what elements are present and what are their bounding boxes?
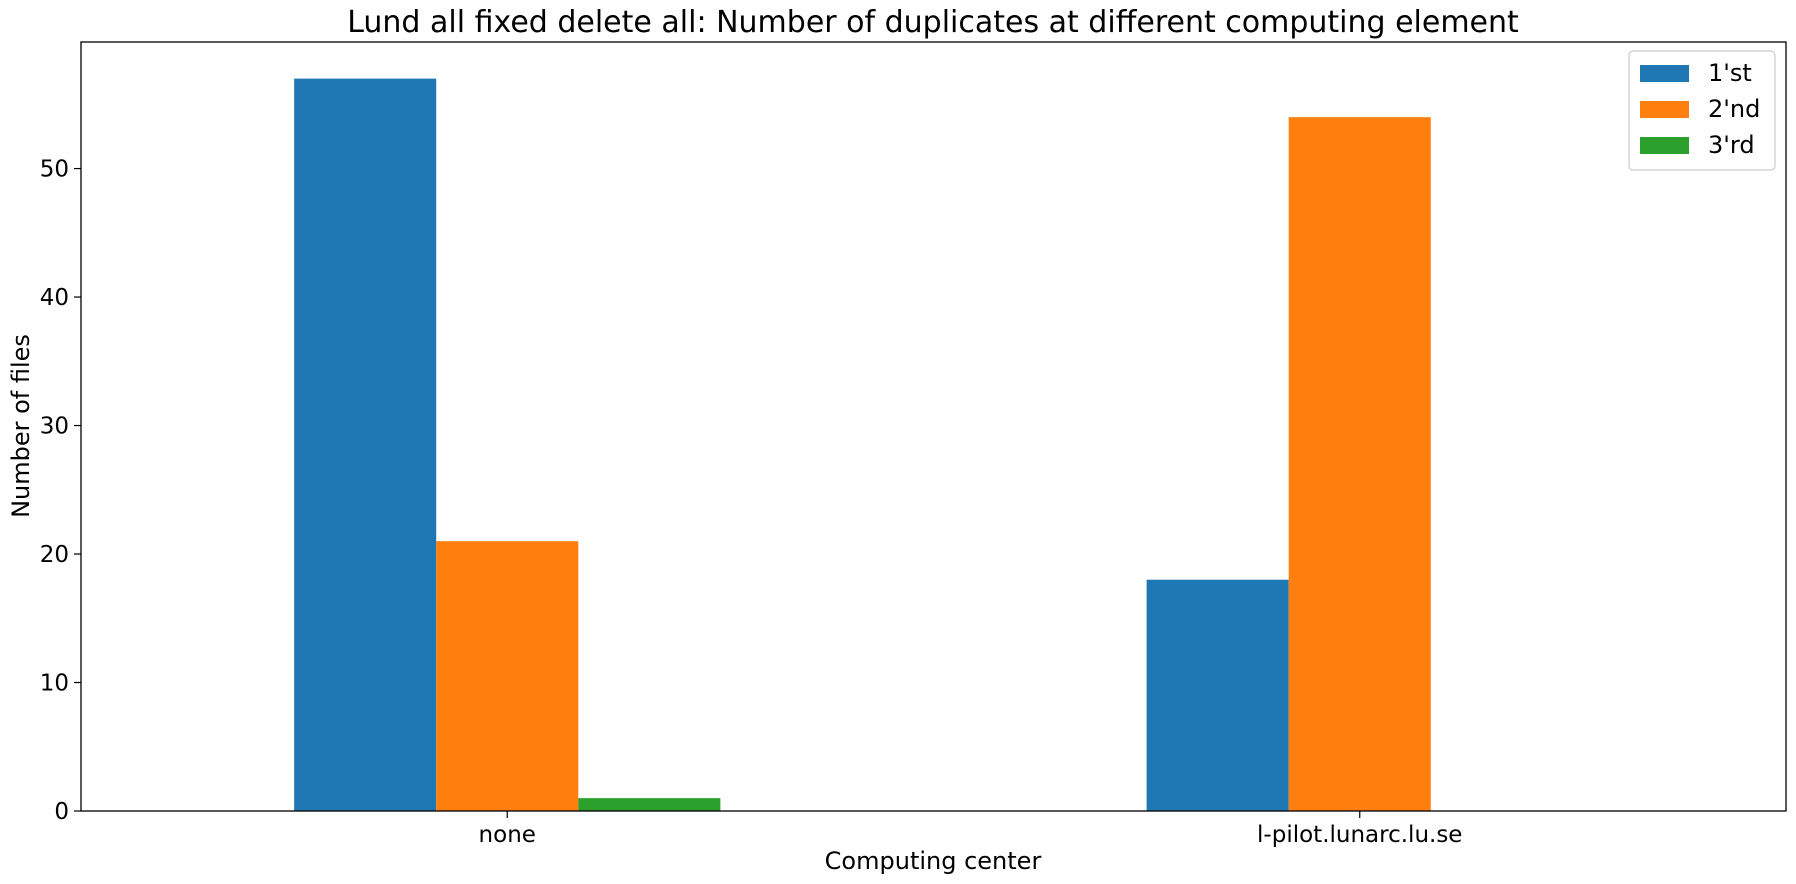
y-tick-label: 0 (54, 799, 69, 825)
legend-swatch (1640, 101, 1689, 118)
legend-swatch (1640, 137, 1689, 154)
legend-label: 1'st (1708, 59, 1752, 87)
bar (436, 541, 579, 811)
y-tick-label: 30 (40, 414, 69, 440)
y-tick-label: 10 (40, 671, 69, 697)
legend: 1'st 2'nd 3'rd (1628, 50, 1776, 171)
x-axis-ticks: none l-pilot.lunarc.lu.se (479, 811, 1462, 848)
x-axis-label: Computing center (825, 847, 1042, 875)
bar (578, 798, 721, 811)
y-axis-label: Number of files (7, 334, 35, 518)
bar (294, 78, 437, 812)
legend-label: 3'rd (1708, 131, 1755, 159)
x-tick-label: l-pilot.lunarc.lu.se (1257, 822, 1462, 848)
y-tick-label: 50 (40, 157, 69, 183)
y-tick-label: 20 (40, 542, 69, 568)
legend-label: 2'nd (1708, 95, 1760, 123)
legend-swatch (1640, 65, 1689, 82)
bars-group (294, 78, 1431, 812)
bar (1288, 117, 1431, 812)
chart-title: Lund all fixed delete all: Number of dup… (347, 5, 1519, 40)
y-axis-ticks: 0 10 20 30 40 50 (40, 157, 81, 825)
y-tick-label: 40 (40, 285, 69, 311)
x-tick-label: none (479, 822, 536, 848)
bar (1146, 579, 1289, 811)
plot-frame (80, 41, 1787, 812)
